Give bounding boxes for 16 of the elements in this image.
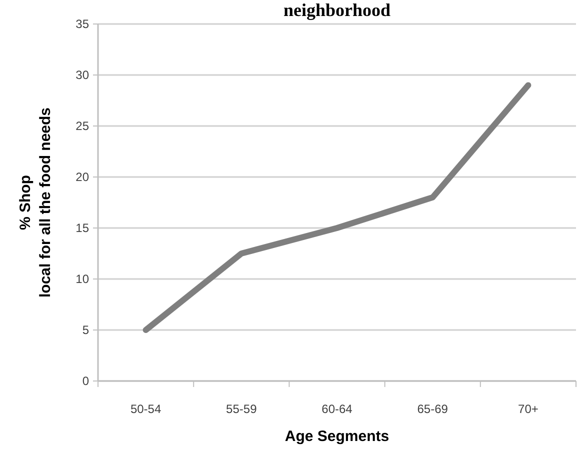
- x-tick-label: 60-64: [322, 402, 353, 416]
- x-tick-label: 50-54: [130, 402, 162, 416]
- y-tick-label: 5: [82, 323, 90, 338]
- chart-title: neighborhood: [283, 0, 391, 20]
- x-tick-label: 70+: [518, 402, 538, 416]
- y-tick-label: 15: [76, 221, 90, 236]
- y-tick-label: 10: [76, 272, 90, 286]
- y-tick-label: 20: [76, 170, 90, 184]
- y-tick-label: 0: [82, 374, 90, 388]
- y-tick-label: 30: [76, 68, 90, 82]
- y-tick-label: 35: [76, 17, 90, 32]
- x-tick-label: 55-59: [226, 402, 258, 416]
- y-tick-label: 25: [76, 119, 90, 134]
- y-axis-title: % Shop local for all the food needs: [17, 107, 54, 298]
- x-tick-label: 65-69: [417, 402, 448, 416]
- x-axis-title: Age Segments: [284, 428, 390, 445]
